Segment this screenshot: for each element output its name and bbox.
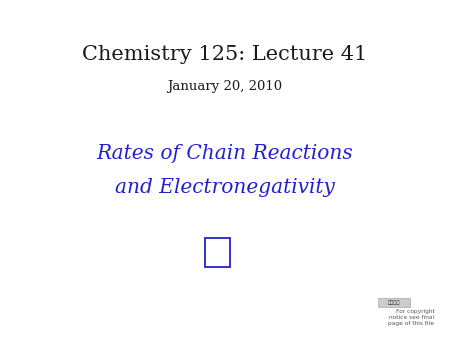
Text: ⒸⒸⓈⓈ: ⒸⒸⓈⓈ bbox=[388, 300, 400, 305]
Text: January 20, 2010: January 20, 2010 bbox=[167, 80, 283, 93]
Text: and Electronegativity: and Electronegativity bbox=[115, 178, 335, 197]
Text: For copyright
notice see final
page of this file: For copyright notice see final page of t… bbox=[388, 309, 434, 327]
Text: Rates of Chain Reactions: Rates of Chain Reactions bbox=[97, 144, 353, 163]
Text: Chemistry 125: Lecture 41: Chemistry 125: Lecture 41 bbox=[82, 45, 368, 64]
FancyBboxPatch shape bbox=[378, 298, 410, 307]
